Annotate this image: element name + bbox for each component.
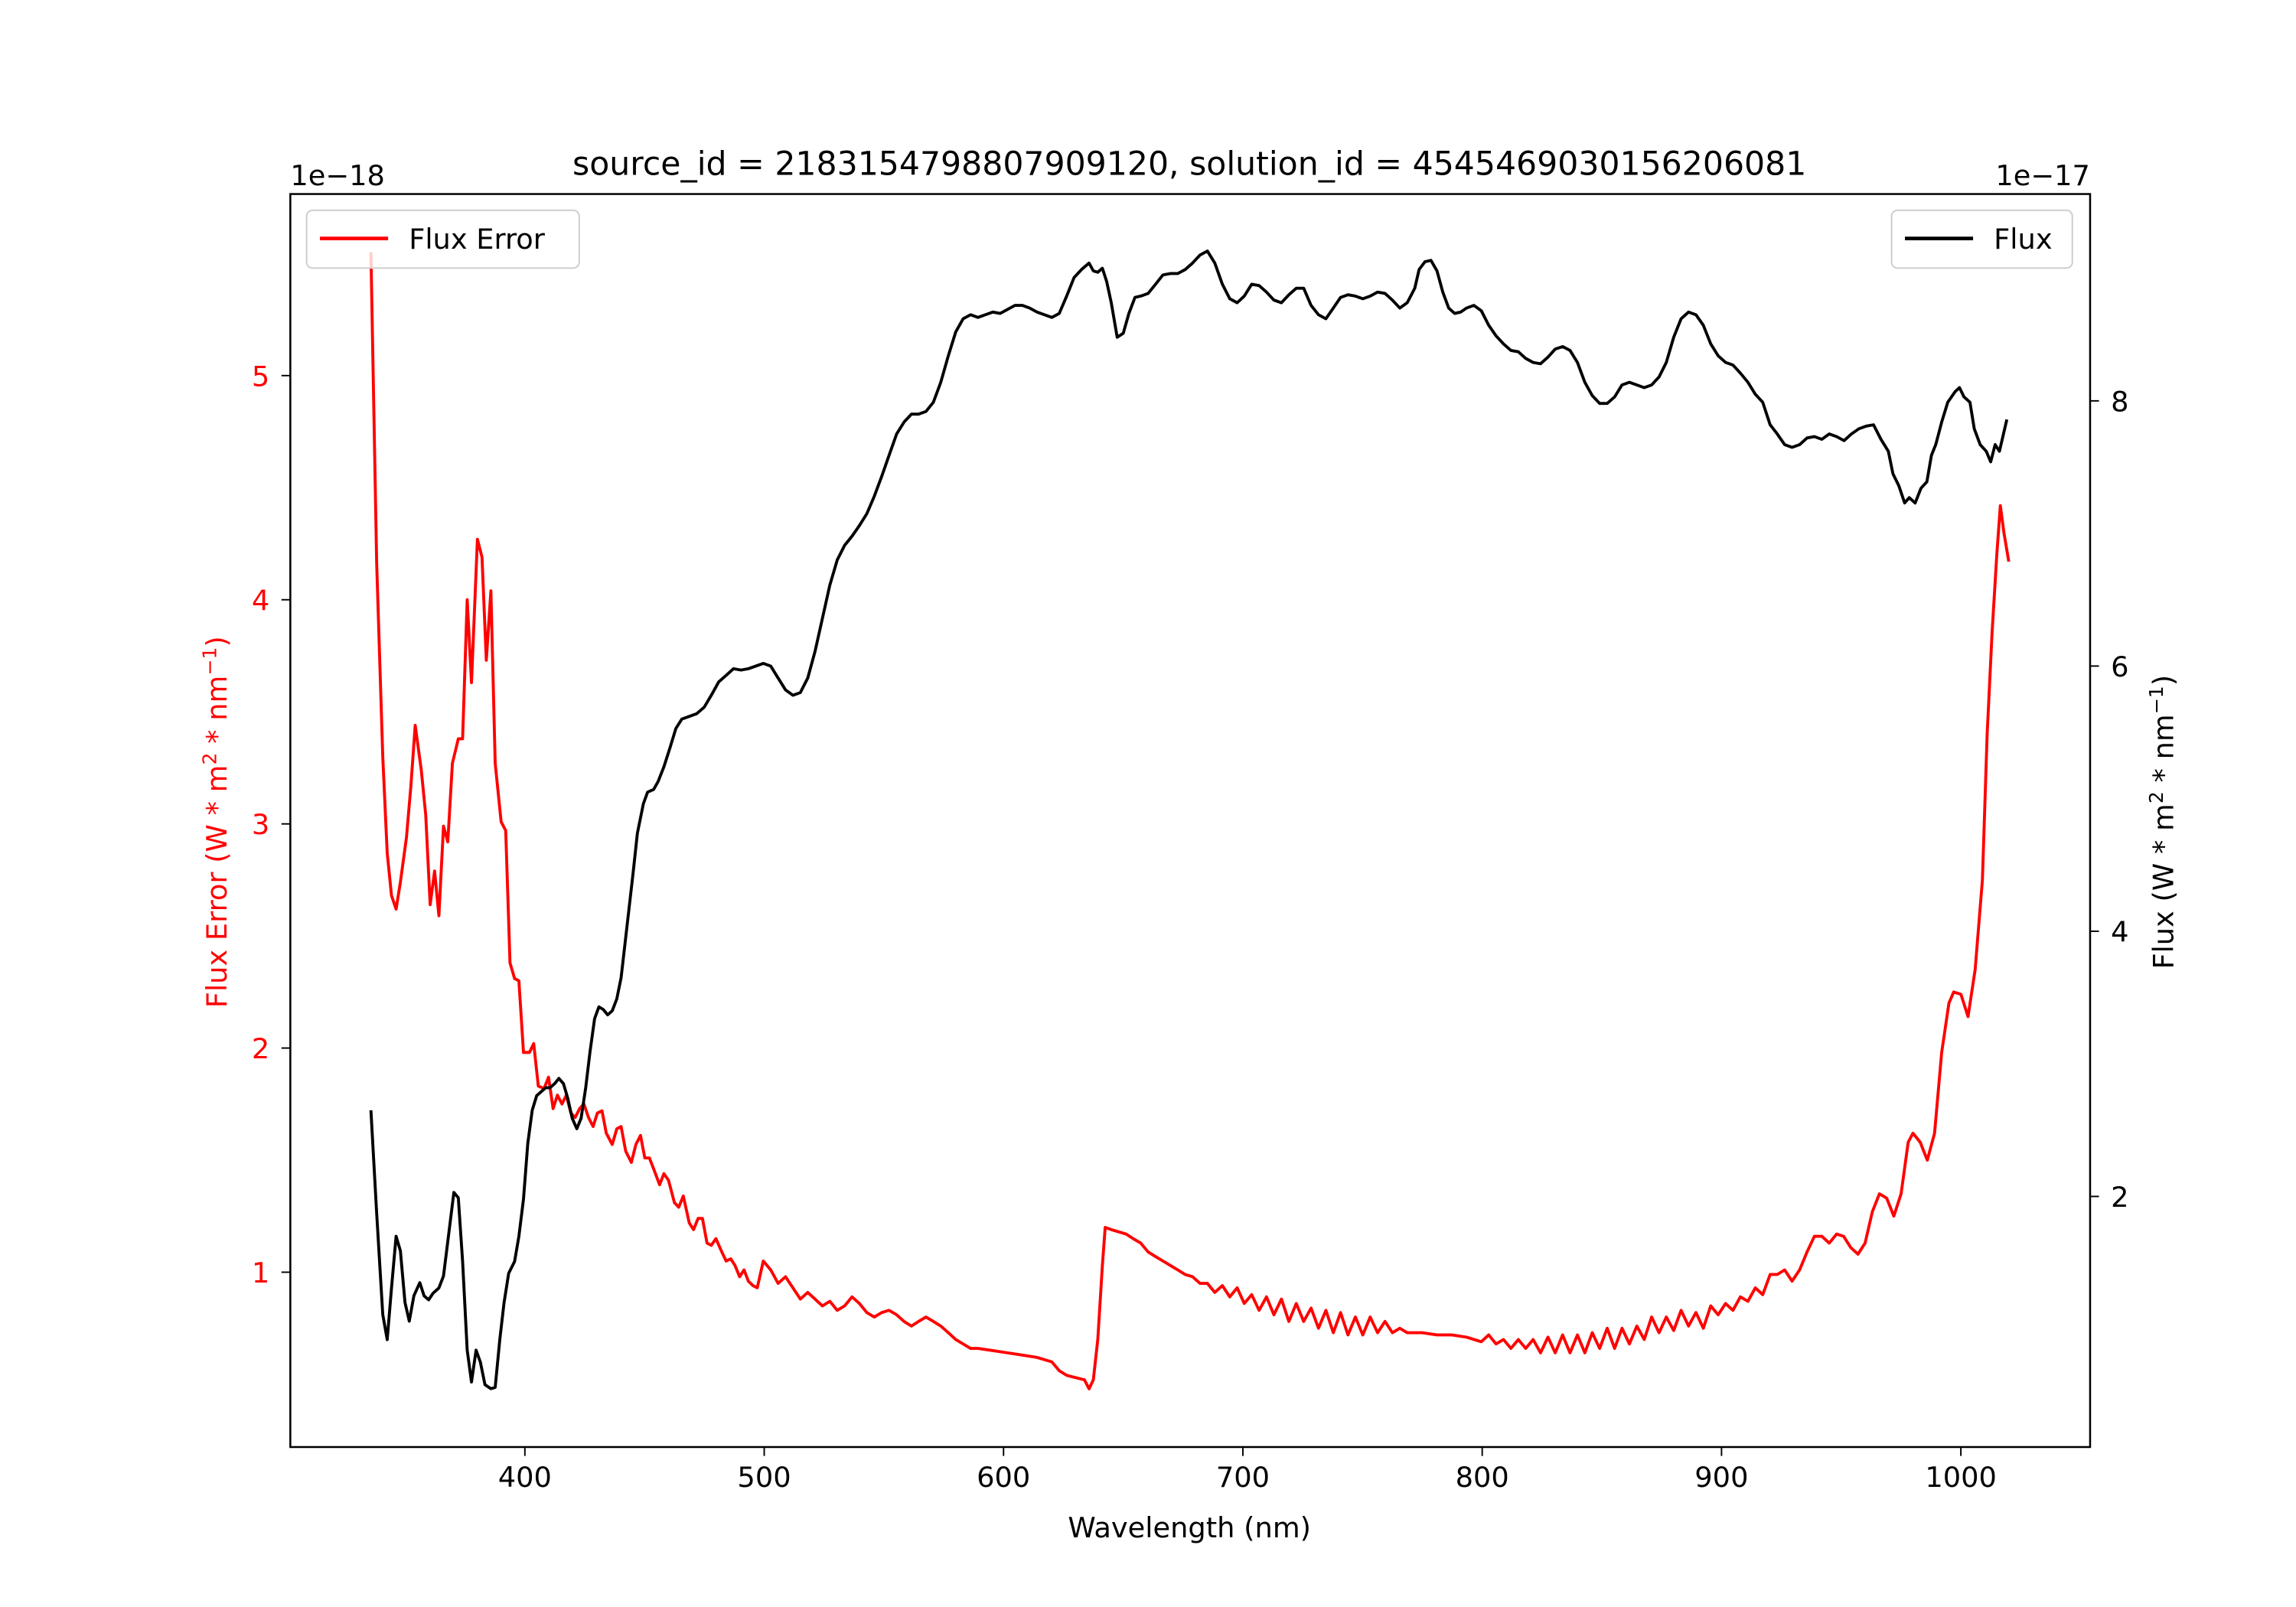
legend-label: Flux xyxy=(1994,223,2052,256)
left-y-tick-label: 3 xyxy=(252,808,269,841)
axis-ticks: 400 500 600 700 800 900 1000 1 2 3 4 5 2 4 6 8 xyxy=(252,360,2129,1494)
x-tick-label: 800 xyxy=(1456,1461,1509,1494)
left-axis-offset-text: 1e−18 xyxy=(290,159,385,192)
left-y-tick-label: 4 xyxy=(252,584,269,617)
left-y-tick-label: 5 xyxy=(252,360,269,393)
right-y-tick-label: 2 xyxy=(2111,1181,2128,1214)
x-tick-label: 600 xyxy=(977,1461,1030,1494)
right-axis-offset-text: 1e−17 xyxy=(1995,159,2090,192)
legend-box xyxy=(1890,209,2073,269)
right-y-tick-label: 4 xyxy=(2111,915,2128,948)
x-tick-label: 900 xyxy=(1694,1461,1748,1494)
x-tick-label: 500 xyxy=(737,1461,791,1494)
plot-area xyxy=(369,249,2011,1390)
right-y-tick-label: 6 xyxy=(2111,650,2128,683)
left-y-tick-label: 1 xyxy=(252,1257,269,1289)
left-label-text-2: * nm xyxy=(201,676,233,753)
left-label-sup: 2 xyxy=(199,752,221,764)
right-label-text-3: ) xyxy=(2147,675,2180,686)
right-label-sup: 2 xyxy=(2145,791,2167,804)
x-tick-label: 400 xyxy=(498,1461,552,1494)
x-tick-label: 1000 xyxy=(1925,1461,1997,1494)
chart-title: source_id = 2183154798807909120, solutio… xyxy=(572,145,1806,183)
left-label-text: Flux Error (W * m xyxy=(201,765,233,1009)
legend-box xyxy=(305,209,580,269)
legend-flux: Flux xyxy=(1890,209,2073,269)
legend-flux-error: Flux Error xyxy=(305,209,580,269)
left-y-tick-label: 2 xyxy=(252,1032,269,1065)
legend-label: Flux Error xyxy=(409,223,546,256)
flux-line xyxy=(369,249,2009,1390)
left-label-sup-2: −1 xyxy=(199,647,221,676)
axes-frame xyxy=(289,193,2092,1449)
left-label-text-3: ) xyxy=(201,636,233,647)
right-y-tick-label: 8 xyxy=(2111,385,2128,418)
x-tick-label: 700 xyxy=(1216,1461,1270,1494)
x-axis-label: Wavelength (nm) xyxy=(1068,1511,1311,1544)
right-y-axis-label: Flux (W * m2 * nm−1) xyxy=(2145,675,2180,970)
right-label-sup-2: −1 xyxy=(2145,686,2167,714)
right-label-text: Flux (W * m xyxy=(2147,804,2180,969)
right-label-text-2: * nm xyxy=(2147,714,2180,791)
left-y-axis-label: Flux Error (W * m2 * nm−1) xyxy=(199,636,234,1008)
